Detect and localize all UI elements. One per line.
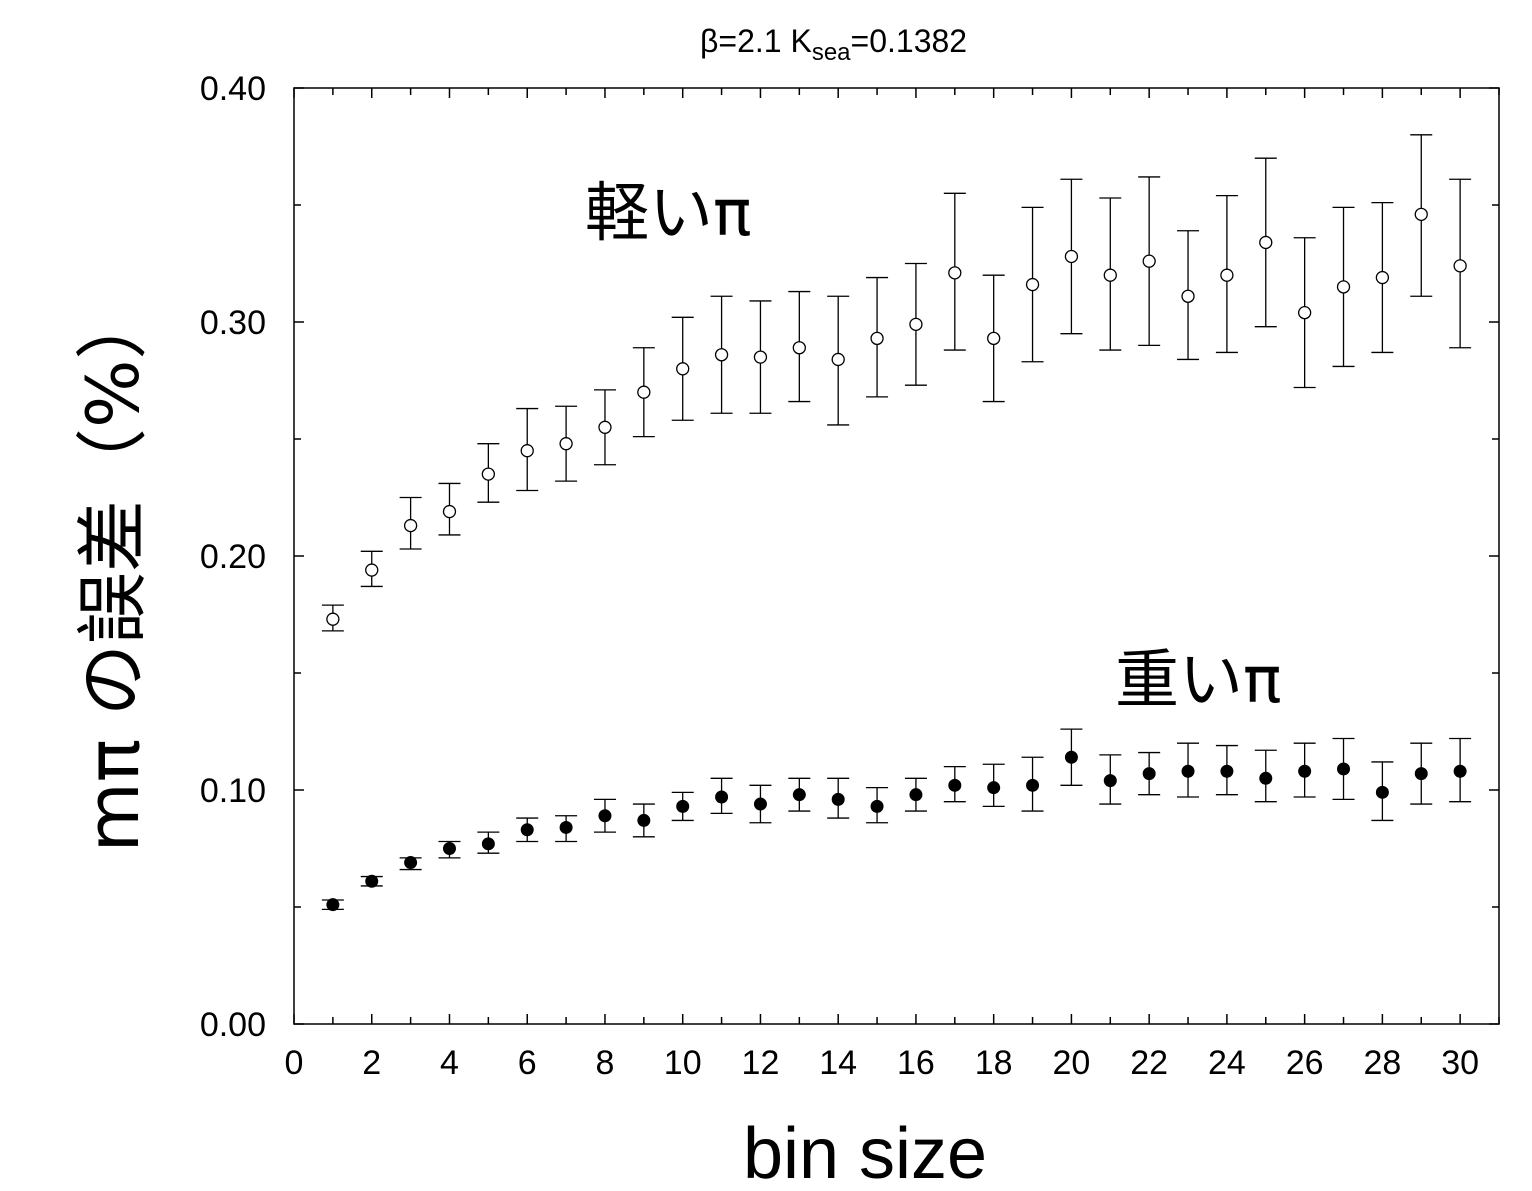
plot-frame	[293, 87, 1500, 1025]
chart-title-subscript: sea	[812, 39, 851, 66]
x-tick-label: 26	[1286, 1044, 1324, 1082]
x-tick-label: 14	[819, 1044, 857, 1082]
data-point	[1375, 270, 1390, 285]
data-point	[559, 820, 573, 834]
data-point	[715, 790, 729, 804]
data-point	[831, 792, 845, 806]
data-point	[948, 778, 962, 792]
data-point	[559, 437, 573, 451]
data-point	[1375, 785, 1389, 799]
data-point	[442, 842, 456, 855]
data-point	[1064, 249, 1079, 264]
axes-layer: 0 2 4 6 8 10 12 14 16 18 20 22 24 26 28 300.000.100.200…	[200, 70, 1500, 1082]
data-point	[1336, 280, 1351, 294]
data-point	[792, 788, 806, 802]
data-point	[404, 856, 418, 870]
data-point	[442, 504, 457, 519]
annotation-light-pion: 軽いπ	[585, 177, 752, 251]
annotation-heavy-pion: 重いπ	[1115, 644, 1282, 718]
data-point	[1025, 277, 1040, 292]
data-point	[1337, 762, 1351, 776]
data-point	[326, 898, 340, 912]
data-point	[753, 797, 767, 811]
data-point	[1181, 764, 1195, 778]
x-tick-label: 8	[596, 1044, 615, 1082]
data-point	[1453, 259, 1467, 273]
x-tick-label: 10	[664, 1044, 702, 1082]
series-light-pion	[321, 134, 1472, 632]
data-point	[753, 350, 768, 364]
data-point	[481, 837, 495, 851]
y-tick-label: 0.00	[200, 1006, 266, 1044]
x-tick-label: 20	[1053, 1044, 1091, 1082]
y-tick-label: 0.20	[200, 538, 266, 576]
data-point	[1142, 767, 1156, 781]
series-layer	[321, 134, 1472, 912]
data-point	[1259, 771, 1273, 785]
data-point	[1181, 289, 1195, 303]
chart-title: β=2.1 Ksea=0.1382	[700, 23, 967, 66]
x-tick-label: 16	[897, 1044, 935, 1082]
x-tick-label: 4	[440, 1044, 459, 1082]
data-point	[676, 362, 690, 376]
data-point	[987, 331, 1001, 346]
data-point	[1103, 774, 1117, 788]
data-point	[909, 317, 923, 331]
data-point	[1103, 268, 1117, 282]
data-point	[948, 266, 962, 280]
x-tick-label: 22	[1130, 1044, 1168, 1082]
data-point	[870, 799, 884, 813]
data-point	[987, 781, 1001, 795]
data-point	[403, 518, 418, 533]
data-point	[1414, 767, 1428, 781]
data-point	[481, 467, 496, 481]
data-point	[870, 331, 884, 346]
data-point	[1064, 750, 1078, 764]
x-tick-label: 0	[285, 1044, 304, 1082]
data-point	[365, 563, 379, 577]
data-point	[1142, 254, 1156, 268]
chart-title-main: β=2.1 K	[700, 23, 812, 59]
data-point	[1026, 778, 1040, 792]
x-tick-label: 24	[1208, 1044, 1246, 1082]
x-tick-label: 6	[518, 1044, 537, 1082]
data-point	[1453, 764, 1467, 778]
data-point	[637, 385, 651, 399]
data-point	[1259, 235, 1273, 250]
x-tick-label: 12	[742, 1044, 780, 1082]
data-point	[1298, 764, 1312, 778]
data-point	[676, 799, 690, 813]
data-point	[598, 809, 612, 823]
y-axis-label: mπ の誤差（%）	[71, 288, 155, 853]
data-point	[598, 420, 612, 434]
data-point	[1220, 268, 1234, 282]
data-point	[1414, 207, 1428, 222]
data-point	[520, 444, 534, 458]
x-tick-label: 28	[1363, 1044, 1401, 1082]
y-tick-label: 0.40	[200, 70, 266, 108]
x-tick-label: 30	[1441, 1044, 1479, 1082]
y-tick-label: 0.10	[200, 772, 266, 810]
data-point	[326, 612, 340, 626]
chart-title-rest: =0.1382	[851, 23, 968, 59]
data-point	[1220, 764, 1234, 778]
series-heavy-pion	[321, 728, 1472, 912]
data-point	[909, 788, 923, 802]
data-point	[831, 352, 845, 367]
x-tick-label: 18	[975, 1044, 1013, 1082]
x-axis-label: bin size	[743, 1114, 987, 1191]
data-point	[365, 874, 379, 888]
data-point	[520, 823, 534, 837]
data-point	[792, 341, 806, 355]
data-point	[637, 813, 651, 827]
data-point	[714, 348, 729, 362]
data-point	[1297, 305, 1312, 320]
y-tick-label: 0.30	[200, 304, 266, 342]
x-tick-label: 2	[362, 1044, 381, 1082]
